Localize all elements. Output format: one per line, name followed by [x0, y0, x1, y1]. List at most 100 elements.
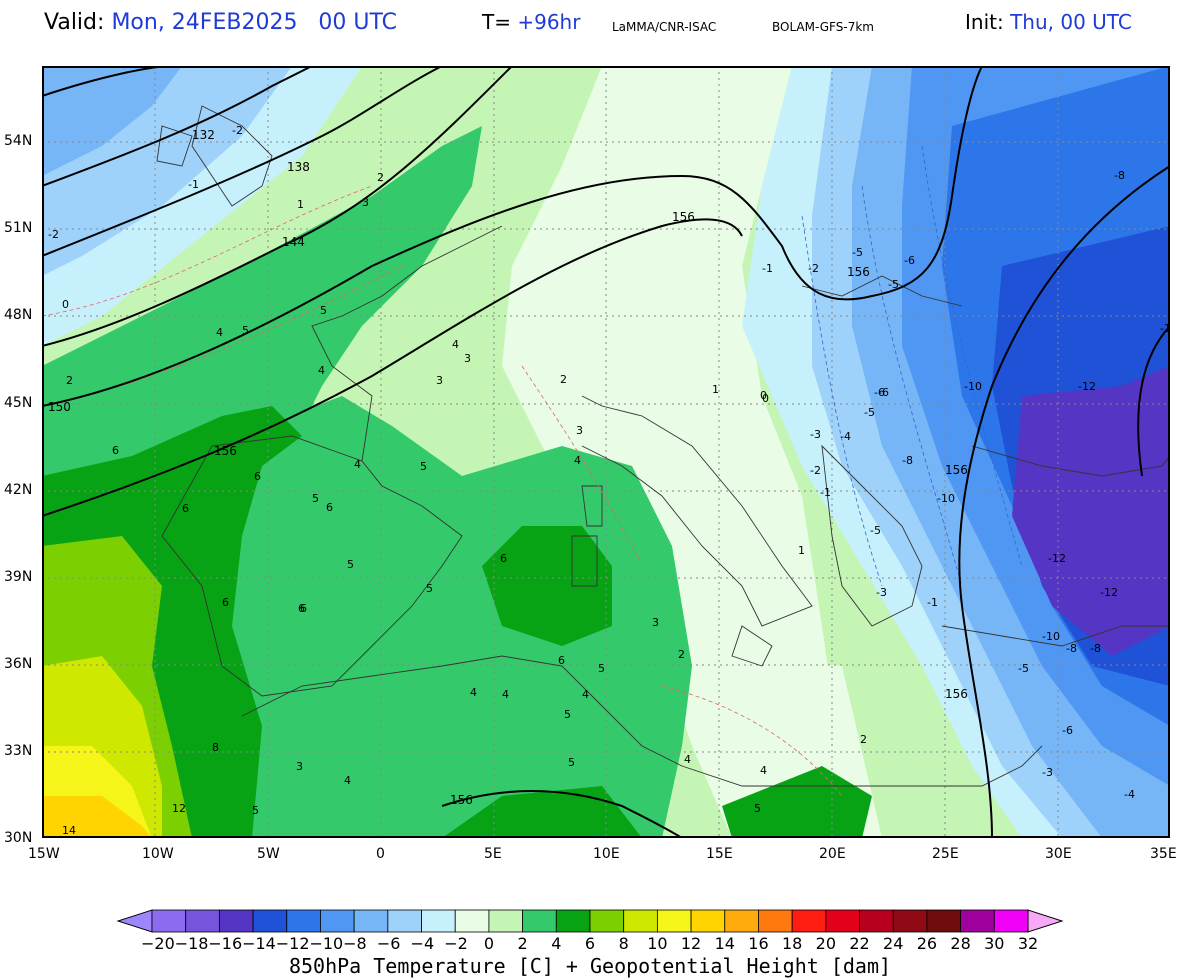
- lat-label: 54N: [4, 133, 33, 149]
- colorbar-cell: [252, 909, 288, 933]
- colorbar-level-label: 30: [984, 934, 1005, 953]
- temp-label: 5: [598, 662, 605, 675]
- colorbar-level-label: 28: [950, 934, 971, 953]
- temp-label: -5: [888, 278, 899, 291]
- temp-label: -4: [840, 430, 851, 443]
- colorbar-level-label: 20: [815, 934, 837, 953]
- temp-label: -1: [188, 178, 199, 191]
- height-label: 156: [945, 463, 968, 477]
- temp-label: 6: [326, 501, 333, 514]
- temp-label: 4: [452, 338, 459, 351]
- temp-label: -5: [870, 524, 881, 537]
- lon-label: 15W: [28, 846, 60, 862]
- temp-label: 6: [500, 552, 507, 565]
- temp-label: 6: [298, 602, 305, 615]
- colorbar-level-label: −12: [275, 934, 310, 953]
- valid-label: Valid:: [44, 10, 105, 35]
- colorbar-cell: [286, 909, 321, 933]
- colorbar-level-label: 12: [680, 934, 702, 953]
- temp-label: 1: [798, 544, 805, 557]
- temp-label: -1: [927, 596, 938, 609]
- temp-label: 3: [576, 424, 583, 437]
- temp-label: 6: [182, 502, 189, 515]
- temp-label: 5: [754, 802, 761, 815]
- colorbar-title: 850hPa Temperature [C] + Geopotential He…: [288, 954, 892, 978]
- colorbar-cell: [353, 909, 389, 933]
- colorbar-cell: [387, 909, 422, 933]
- coastlines: [156, 105, 1170, 787]
- temp-label: 1: [297, 198, 304, 211]
- temp-label: -8: [902, 454, 913, 467]
- lon-label: 10W: [142, 846, 174, 862]
- temp-label: -8: [1090, 642, 1101, 655]
- temp-label: -4: [1124, 788, 1135, 801]
- lon-label: 5W: [257, 846, 280, 862]
- colorbar-level-label: −20: [141, 934, 175, 953]
- temp-label: -1: [762, 262, 773, 275]
- temp-label: 5: [564, 708, 571, 721]
- temp-label: 1: [712, 383, 719, 396]
- temp-label: 6: [112, 444, 119, 457]
- temp-label: -6: [1062, 724, 1073, 737]
- temp-label: 3: [296, 760, 303, 773]
- colorbar-level-label: −10: [309, 934, 344, 953]
- colorbar-level-label: 2: [517, 934, 528, 953]
- temp-label: 6: [558, 654, 565, 667]
- temp-label: 8: [212, 741, 219, 754]
- temp-label: -8: [1066, 642, 1077, 655]
- colorbar-level-label: −6: [376, 934, 401, 953]
- colorbar-level-label: 6: [584, 934, 596, 953]
- lat-label: 33N: [4, 743, 33, 759]
- isotherms-cold: [801, 145, 1023, 587]
- colorbar-level-label: 26: [916, 934, 938, 953]
- colorbar-level-label: −14: [242, 934, 276, 953]
- lat-label: 51N: [4, 220, 33, 236]
- lat-label: 39N: [4, 569, 33, 585]
- temp-label: 2: [377, 171, 384, 184]
- band-0-2: [502, 66, 862, 838]
- colorbar-level-label: 22: [849, 934, 870, 953]
- temp-label: -10: [1042, 630, 1060, 643]
- temp-label: -6: [874, 386, 885, 399]
- model-label: BOLAM-GFS-7km: [772, 20, 874, 34]
- temp-label: 5: [242, 324, 249, 337]
- temp-label: 5: [347, 558, 354, 571]
- source-label: LaMMA/CNR-ISAC: [612, 20, 717, 34]
- lat-label: 48N: [4, 307, 33, 323]
- colorbar-level-label: −8: [343, 934, 367, 953]
- colorbar-cell: [454, 909, 490, 933]
- temp-label: 6: [300, 602, 307, 615]
- temp-label: 5: [420, 460, 427, 473]
- init-line: Init: Thu, 00 UTC: [965, 10, 1132, 34]
- colorbar-cell: [589, 909, 625, 933]
- weather-map: 132 138 144 150 156 156 156 156 156 156 …: [42, 66, 1170, 838]
- temp-label: -6: [904, 254, 915, 267]
- temp-label: 2: [560, 373, 567, 386]
- temp-label: 3: [436, 374, 443, 387]
- colorbar-level-label: 24: [883, 934, 904, 953]
- colorbar-level-label: 32: [1017, 934, 1039, 953]
- forecast-step: T= +96hr: [482, 10, 580, 34]
- temp-label: -12: [1048, 552, 1066, 565]
- temp-label: -2: [232, 124, 243, 137]
- temp-label: 3: [362, 196, 369, 209]
- lon-label: 35E: [1150, 846, 1177, 862]
- valid-value: Mon, 24FEB2025 00 UTC: [111, 10, 398, 35]
- lon-label: 20E: [819, 846, 846, 862]
- height-label: 138: [287, 160, 310, 174]
- colorbar-level-label: 10: [647, 934, 668, 953]
- temp-label: -10: [937, 492, 955, 505]
- colorbar-cell: [724, 909, 759, 933]
- band-14-16: [42, 796, 152, 838]
- temp-label: -5: [852, 246, 863, 259]
- colorbar-cell: [488, 909, 524, 933]
- temp-label: -12: [1078, 380, 1096, 393]
- colorbar-cell: [151, 909, 187, 933]
- colorbar-cell: [690, 909, 726, 933]
- height-label: 132: [192, 128, 215, 142]
- valid-line: Valid: Mon, 24FEB2025 00 UTC: [44, 10, 397, 35]
- colorbar-level-label: 0: [483, 934, 495, 953]
- colorbar-cell: [623, 909, 658, 933]
- lat-label: 45N: [4, 395, 33, 411]
- colorbar-level-label: −16: [208, 934, 243, 953]
